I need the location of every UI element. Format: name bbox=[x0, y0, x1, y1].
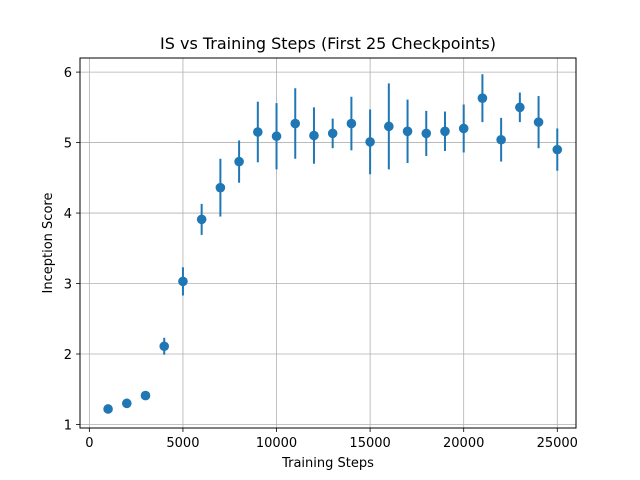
data-point bbox=[515, 102, 525, 113]
y-tick-label: 1 bbox=[64, 418, 72, 433]
data-point bbox=[253, 127, 263, 137]
data-point bbox=[309, 130, 319, 141]
data-point bbox=[140, 390, 151, 401]
y-tick-label: 4 bbox=[64, 207, 72, 222]
data-points bbox=[103, 93, 563, 414]
y-tick-label: 2 bbox=[64, 348, 72, 363]
chart-title: IS vs Training Steps (First 25 Checkpoin… bbox=[160, 34, 496, 53]
data-point bbox=[496, 134, 506, 145]
data-point bbox=[365, 137, 375, 147]
y-tick-label: 6 bbox=[64, 66, 72, 81]
data-point bbox=[159, 341, 170, 352]
data-point bbox=[477, 93, 488, 103]
data-point bbox=[533, 117, 544, 127]
data-point bbox=[290, 118, 301, 129]
x-tick-label: 5000 bbox=[166, 436, 199, 451]
y-axis-label: Inception Score bbox=[41, 193, 56, 294]
data-point bbox=[402, 126, 413, 137]
plot-frame bbox=[79, 57, 577, 429]
data-point bbox=[178, 276, 188, 287]
data-point bbox=[234, 156, 244, 167]
x-tick-label: 15000 bbox=[349, 436, 390, 451]
x-tick-label: 10000 bbox=[256, 436, 297, 451]
data-point bbox=[552, 144, 563, 155]
data-point bbox=[421, 128, 432, 139]
data-point bbox=[215, 182, 226, 193]
data-point bbox=[196, 214, 207, 225]
x-axis-label: Training Steps bbox=[281, 456, 374, 471]
data-point bbox=[384, 121, 394, 132]
data-point bbox=[121, 398, 132, 409]
axis-ticks: 0 5000 10000 15000 20000 25000 1 2 3 4 5 6 bbox=[64, 66, 578, 451]
data-point bbox=[103, 404, 113, 414]
data-point bbox=[271, 131, 282, 142]
x-tick-label: 20000 bbox=[443, 436, 484, 451]
y-tick-label: 5 bbox=[64, 137, 72, 152]
y-tick-label: 3 bbox=[64, 278, 72, 293]
data-point bbox=[440, 126, 450, 137]
x-tick-label: 25000 bbox=[537, 436, 578, 451]
data-point bbox=[458, 123, 469, 134]
x-tick-label: 0 bbox=[85, 436, 93, 451]
data-point bbox=[346, 118, 357, 129]
data-point bbox=[327, 128, 338, 139]
